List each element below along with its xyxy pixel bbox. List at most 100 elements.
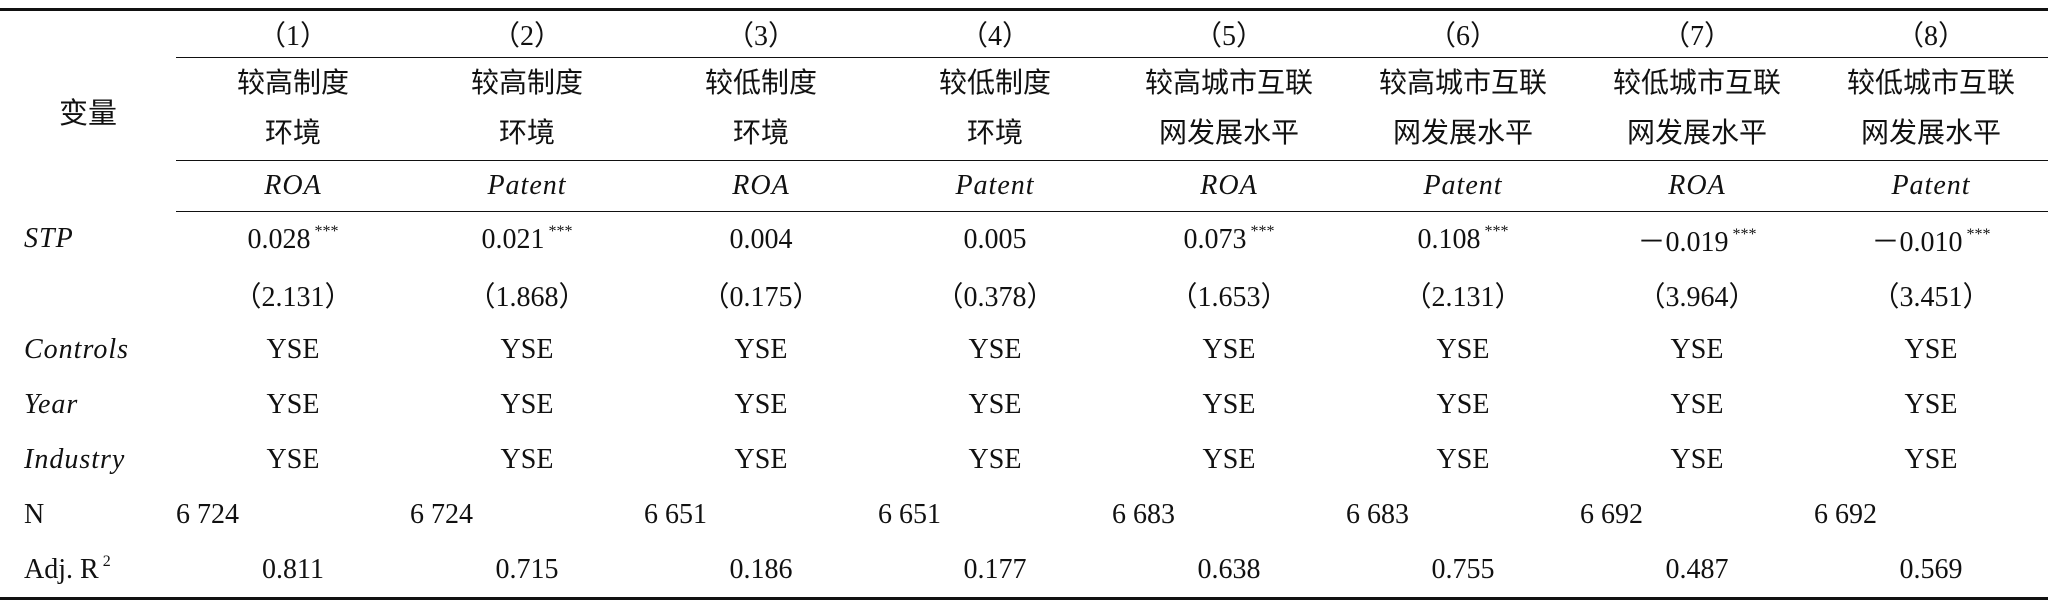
column-group: 较高制度 环境 — [410, 57, 644, 161]
column-group: 较高制度 环境 — [176, 57, 410, 161]
group-line: 较低制度 — [938, 68, 1051, 99]
cell: YSE — [1112, 322, 1346, 377]
cell-value: 0.177 — [963, 553, 1027, 585]
row-label-text: Controls — [24, 333, 129, 365]
row-label-text: STP — [24, 223, 74, 255]
column-group: 较低城市互联 网发展水平 — [1580, 57, 1814, 161]
cell-value: 6 651 — [878, 498, 941, 530]
table-body: 变量 （1） （2） （3） （4） （5） （6） （7） （8） 较高制度 环境 较高制度 环境 较低… — [0, 8, 2048, 600]
cell-value: （3.964） — [1637, 281, 1757, 313]
cell: YSE — [410, 322, 644, 377]
data-row: Industry YSE YSE YSE YSE YSE YSE YSE YSE — [0, 432, 2048, 487]
cell-value: 0.073 — [1183, 224, 1247, 255]
row-label: Year — [0, 377, 176, 432]
data-row: Year YSE YSE YSE YSE YSE YSE YSE YSE — [0, 377, 2048, 432]
cell: YSE — [410, 432, 644, 487]
cell: YSE — [878, 432, 1112, 487]
group-line: 较低城市互联 — [1612, 68, 1781, 99]
cell-value: －0.010 — [1871, 226, 1963, 258]
cell: 0.021 *** — [410, 212, 644, 268]
column-number: （3） — [644, 8, 878, 58]
cell-value: YSE — [734, 443, 788, 475]
significance-stars: *** — [314, 223, 339, 240]
data-row: （2.131） （1.868） （0.175） （0.378） （1.653） （2.13… — [0, 267, 2048, 322]
cell: （3.964） — [1580, 267, 1814, 322]
column-group: 较低制度 环境 — [878, 57, 1112, 161]
cell: YSE — [1814, 377, 2048, 432]
group-line: 环境 — [264, 118, 321, 149]
cell: YSE — [644, 322, 878, 377]
cell-value: （2.131） — [1403, 281, 1523, 313]
cell-value: 0.811 — [262, 553, 324, 585]
cell-value: －0.019 — [1637, 226, 1729, 258]
row-label-text: Adj. R — [24, 554, 99, 585]
significance-stars: *** — [1966, 225, 1991, 243]
cell-value: 0.186 — [729, 553, 793, 585]
cell: YSE — [1814, 322, 2048, 377]
cell: YSE — [644, 377, 878, 432]
group-line: 较低城市互联 — [1846, 68, 2015, 99]
cell: YSE — [1112, 377, 1346, 432]
header-row: ROA Patent ROA Patent ROA Patent ROA Patent — [0, 160, 2048, 212]
cell: （0.378） — [878, 267, 1112, 322]
group-line: 较低制度 — [704, 68, 817, 99]
cell: 0.005 — [878, 212, 1112, 268]
cell: 0.004 — [644, 212, 878, 268]
cell-value: YSE — [266, 388, 320, 420]
cell-value: YSE — [500, 333, 554, 365]
column-number: （5） — [1112, 8, 1346, 58]
cell-value: YSE — [1202, 443, 1256, 475]
cell-value: YSE — [734, 388, 788, 420]
cell: YSE — [176, 377, 410, 432]
cell-value: 6 683 — [1112, 498, 1175, 530]
cell: 0.028 *** — [176, 212, 410, 268]
dependent-variable: ROA — [176, 160, 410, 212]
cell: 0.569 — [1814, 542, 2048, 600]
group-line: 较高城市互联 — [1144, 68, 1313, 99]
group-line: 环境 — [966, 118, 1023, 149]
cell-value: YSE — [1904, 333, 1958, 365]
cell-value: YSE — [1670, 333, 1724, 365]
dependent-variable: Patent — [1346, 160, 1580, 212]
cell-value: YSE — [1436, 388, 1490, 420]
cell-value: 0.108 — [1417, 224, 1481, 255]
cell-value: 0.487 — [1665, 553, 1729, 585]
cell-value: 6 683 — [1346, 498, 1409, 530]
cell-value: （0.378） — [935, 281, 1055, 313]
cell: 0.811 — [176, 542, 410, 600]
cell: 0.487 — [1580, 542, 1814, 600]
cell: 6 724 — [176, 487, 410, 542]
cell-value: YSE — [1436, 443, 1490, 475]
data-row: Adj. R 2 0.811 0.715 0.186 0.177 0.638 0.755 0.4… — [0, 542, 2048, 600]
cell-value: YSE — [1202, 388, 1256, 420]
cell: YSE — [878, 377, 1112, 432]
cell: 6 683 — [1112, 487, 1346, 542]
cell: YSE — [1346, 432, 1580, 487]
cell-value: 0.028 — [247, 224, 311, 255]
cell: 6 683 — [1346, 487, 1580, 542]
column-number: （8） — [1814, 8, 2048, 58]
group-line: 较高城市互联 — [1378, 68, 1547, 99]
dependent-variable: ROA — [644, 160, 878, 212]
data-row: N 6 724 6 724 6 651 6 651 6 683 6 683 6 692 6 69… — [0, 487, 2048, 542]
row-label-text: Industry — [24, 443, 126, 475]
group-line: 网发展水平 — [1626, 118, 1767, 149]
group-line: 网发展水平 — [1392, 118, 1533, 149]
column-group: 较高城市互联 网发展水平 — [1346, 57, 1580, 161]
column-number: （1） — [176, 8, 410, 58]
group-line: 环境 — [498, 118, 555, 149]
column-number: （2） — [410, 8, 644, 58]
cell: －0.010 *** — [1814, 212, 2048, 268]
column-number: （4） — [878, 8, 1112, 58]
cell: 0.108 *** — [1346, 212, 1580, 268]
cell: 6 692 — [1814, 487, 2048, 542]
cell-value: 0.005 — [963, 223, 1027, 255]
row-label — [0, 267, 176, 322]
cell: YSE — [176, 322, 410, 377]
row-label-superscript: 2 — [102, 553, 111, 570]
data-row: STP 0.028 *** 0.021 *** 0.004 0.005 0.073 *** 0.1… — [0, 212, 2048, 268]
cell: YSE — [1346, 377, 1580, 432]
cell-value: 6 651 — [644, 498, 707, 530]
cell-value: （1.653） — [1169, 281, 1289, 313]
cell-value: 0.755 — [1431, 553, 1495, 585]
